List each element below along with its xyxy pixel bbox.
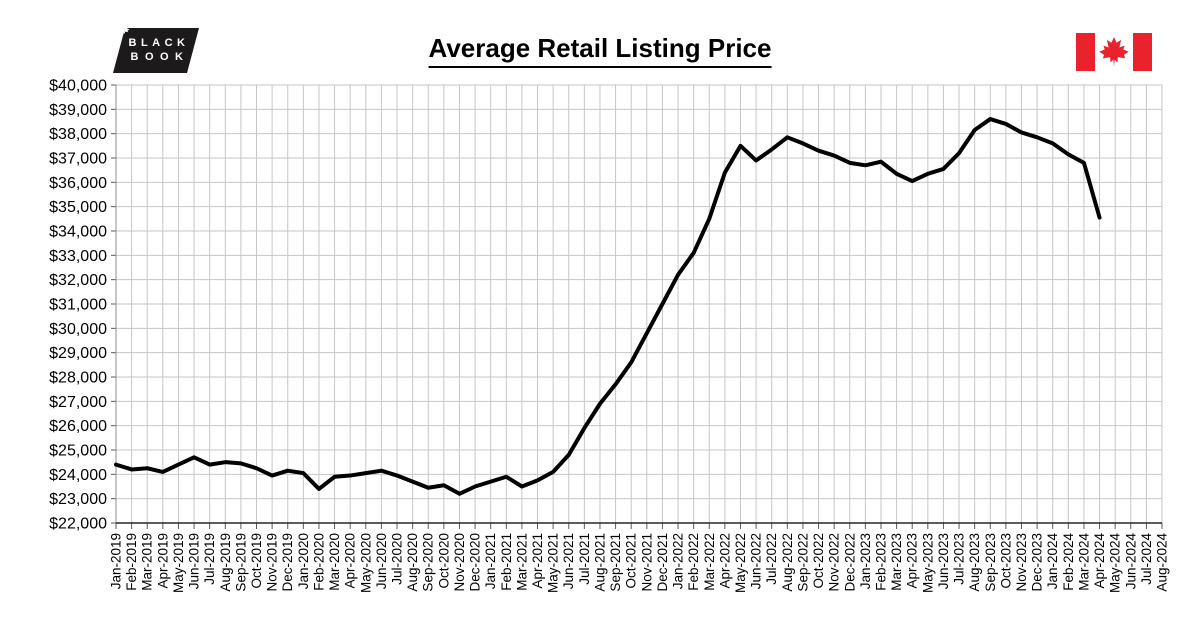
svg-text:Oct-2022: Oct-2022	[811, 533, 826, 589]
svg-text:$38,000: $38,000	[49, 126, 107, 143]
svg-text:Jan-2022: Jan-2022	[671, 533, 686, 589]
svg-text:Jul-2020: Jul-2020	[390, 533, 405, 585]
svg-text:Jun-2021: Jun-2021	[561, 533, 576, 589]
svg-text:Mar-2023: Mar-2023	[889, 533, 904, 591]
flag-red-band-right	[1133, 33, 1152, 71]
svg-text:Feb-2021: Feb-2021	[499, 533, 514, 591]
svg-text:$34,000: $34,000	[49, 224, 107, 241]
svg-text:Feb-2024: Feb-2024	[1061, 533, 1076, 591]
svg-text:May-2024: May-2024	[1108, 533, 1123, 594]
svg-text:$39,000: $39,000	[49, 102, 107, 119]
svg-text:Sep-2021: Sep-2021	[608, 533, 623, 592]
svg-text:Sep-2020: Sep-2020	[421, 533, 436, 592]
svg-text:Mar-2021: Mar-2021	[514, 533, 529, 591]
svg-text:Sep-2022: Sep-2022	[795, 533, 810, 592]
svg-text:Apr-2023: Apr-2023	[905, 533, 920, 589]
svg-text:Jan-2019: Jan-2019	[109, 533, 124, 589]
svg-text:$40,000: $40,000	[49, 78, 107, 95]
svg-text:Oct-2020: Oct-2020	[436, 533, 451, 589]
svg-text:$36,000: $36,000	[49, 175, 107, 192]
svg-text:$27,000: $27,000	[49, 394, 107, 411]
svg-text:May-2020: May-2020	[358, 533, 373, 593]
svg-text:$23,000: $23,000	[49, 491, 107, 508]
svg-text:Oct-2023: Oct-2023	[998, 533, 1013, 589]
svg-text:Jul-2022: Jul-2022	[764, 533, 779, 585]
svg-text:Dec-2022: Dec-2022	[842, 533, 857, 592]
black-book-logo: BLACK BOOK	[113, 28, 199, 73]
svg-text:Feb-2022: Feb-2022	[686, 533, 701, 591]
svg-text:$32,000: $32,000	[49, 272, 107, 289]
svg-text:Apr-2024: Apr-2024	[1092, 533, 1107, 589]
svg-text:Aug-2023: Aug-2023	[967, 533, 982, 592]
svg-text:Nov-2023: Nov-2023	[1014, 533, 1029, 592]
svg-text:Aug-2024: Aug-2024	[1155, 533, 1170, 592]
svg-text:Mar-2019: Mar-2019	[140, 533, 155, 591]
svg-text:$30,000: $30,000	[49, 321, 107, 338]
svg-text:Apr-2022: Apr-2022	[717, 533, 732, 589]
svg-text:Nov-2022: Nov-2022	[827, 533, 842, 592]
svg-text:Jan-2021: Jan-2021	[483, 533, 498, 589]
flag-red-band-left	[1076, 33, 1095, 71]
svg-text:$26,000: $26,000	[49, 418, 107, 435]
canada-flag-icon	[1076, 33, 1152, 71]
chart-title: Average Retail Listing Price	[428, 33, 772, 68]
svg-text:Apr-2020: Apr-2020	[343, 533, 358, 589]
svg-text:Jun-2024: Jun-2024	[1123, 533, 1138, 590]
svg-text:May-2021: May-2021	[546, 533, 561, 593]
svg-text:Apr-2021: Apr-2021	[530, 533, 545, 589]
svg-text:$29,000: $29,000	[49, 345, 107, 362]
svg-text:Jul-2021: Jul-2021	[577, 533, 592, 585]
svg-text:Feb-2019: Feb-2019	[124, 533, 139, 591]
svg-text:$31,000: $31,000	[49, 297, 107, 314]
svg-text:Jul-2019: Jul-2019	[202, 533, 217, 585]
svg-text:$22,000: $22,000	[49, 516, 107, 533]
svg-text:Jun-2022: Jun-2022	[749, 533, 764, 589]
svg-text:Oct-2021: Oct-2021	[624, 533, 639, 589]
svg-text:$35,000: $35,000	[49, 199, 107, 216]
svg-text:Jan-2024: Jan-2024	[1045, 533, 1060, 590]
svg-text:May-2019: May-2019	[171, 533, 186, 593]
svg-text:Jun-2019: Jun-2019	[187, 533, 202, 589]
svg-text:Aug-2022: Aug-2022	[780, 533, 795, 592]
svg-text:Dec-2021: Dec-2021	[655, 533, 670, 592]
svg-text:Nov-2021: Nov-2021	[639, 533, 654, 592]
svg-text:May-2023: May-2023	[920, 533, 935, 593]
logo-text-line2: BOOK	[130, 51, 190, 63]
svg-text:Aug-2020: Aug-2020	[405, 533, 420, 592]
svg-text:Aug-2019: Aug-2019	[218, 533, 233, 592]
svg-text:Jun-2020: Jun-2020	[374, 533, 389, 589]
logo-text-line1: BLACK	[128, 37, 190, 49]
svg-text:Apr-2019: Apr-2019	[155, 533, 170, 589]
svg-text:Nov-2019: Nov-2019	[265, 533, 280, 592]
svg-text:Nov-2020: Nov-2020	[452, 533, 467, 592]
svg-text:Mar-2022: Mar-2022	[702, 533, 717, 591]
svg-text:Mar-2024: Mar-2024	[1076, 533, 1091, 591]
svg-text:$25,000: $25,000	[49, 443, 107, 460]
svg-text:$37,000: $37,000	[49, 151, 107, 168]
svg-text:Dec-2019: Dec-2019	[280, 533, 295, 592]
svg-text:Jan-2020: Jan-2020	[296, 533, 311, 589]
svg-text:Dec-2023: Dec-2023	[1030, 533, 1045, 592]
svg-text:Dec-2020: Dec-2020	[468, 533, 483, 592]
svg-text:Sep-2019: Sep-2019	[233, 533, 248, 592]
svg-text:Sep-2023: Sep-2023	[983, 533, 998, 592]
svg-text:Feb-2023: Feb-2023	[873, 533, 888, 591]
svg-text:$24,000: $24,000	[49, 467, 107, 484]
maple-leaf-icon	[1099, 36, 1129, 68]
svg-text:Jan-2023: Jan-2023	[858, 533, 873, 589]
svg-text:Aug-2021: Aug-2021	[592, 533, 607, 592]
svg-text:Jul-2024: Jul-2024	[1139, 533, 1154, 585]
svg-text:May-2022: May-2022	[733, 533, 748, 593]
svg-text:$28,000: $28,000	[49, 370, 107, 387]
svg-text:$33,000: $33,000	[49, 248, 107, 265]
svg-text:Jun-2023: Jun-2023	[936, 533, 951, 589]
svg-text:Feb-2020: Feb-2020	[311, 533, 326, 591]
svg-text:Oct-2019: Oct-2019	[249, 533, 264, 589]
svg-text:Jul-2023: Jul-2023	[952, 533, 967, 585]
svg-text:Mar-2020: Mar-2020	[327, 533, 342, 591]
flag-white-band	[1095, 33, 1133, 71]
